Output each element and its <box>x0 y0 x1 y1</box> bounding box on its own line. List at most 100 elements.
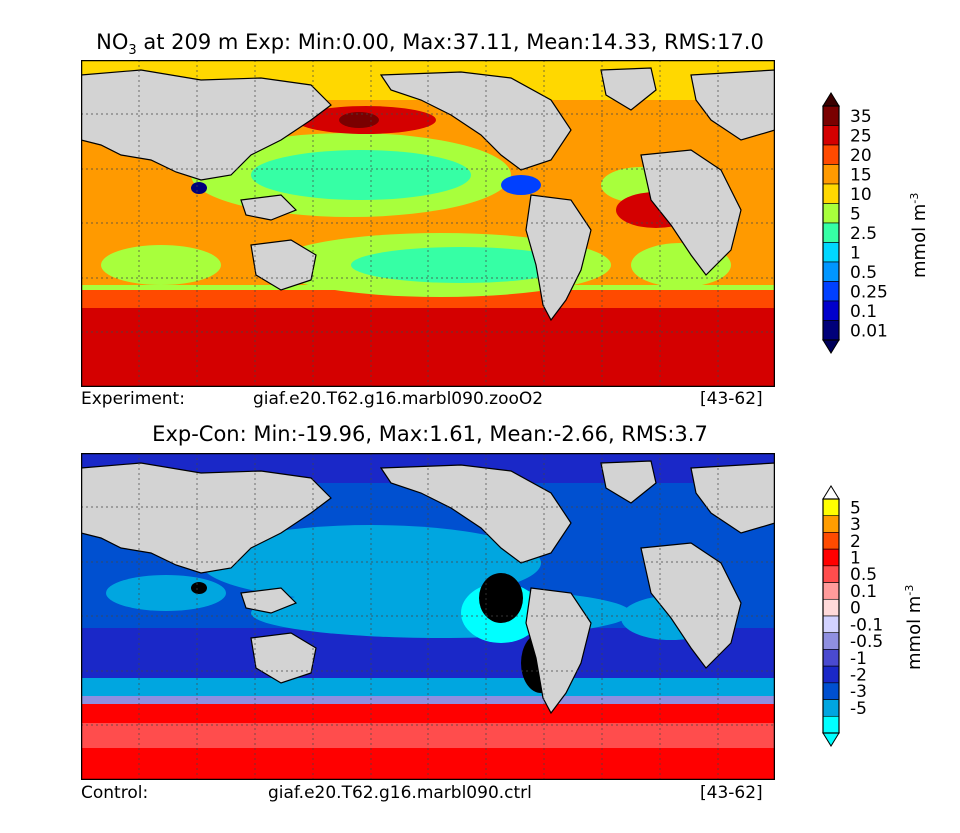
panel2-unit-base: mmol m <box>904 595 925 670</box>
panel1-caption-right: [43-62] <box>700 389 763 409</box>
panel1-land-namerica <box>379 71 572 171</box>
panel2-colorbar-tick-label-11: -3 <box>850 682 867 702</box>
panel2-colorbar-tick-label-0: 5 <box>850 498 861 518</box>
panel1-colorbar-label: mmol m-3 <box>908 193 930 278</box>
panel1-colorbar-cell-6 <box>822 222 840 243</box>
panel2-land-samerica <box>525 587 592 715</box>
panel2-colorbar-cell-8 <box>822 632 840 650</box>
panel1-colorbar-cell-0 <box>822 105 840 126</box>
panel1-band-front <box>81 290 775 308</box>
panel1-colorbar-cell-1 <box>822 125 840 146</box>
panel1-colorbar-cell-9 <box>822 281 840 302</box>
panel2-caption-right: [43-62] <box>700 783 763 803</box>
panel2-colorbar-extend-max <box>822 485 840 500</box>
panel1-land-eurasia <box>81 69 332 181</box>
panel1-caption-left: Experiment: <box>81 389 185 409</box>
panel2-colorbar-tick-label-8: -0.5 <box>850 632 883 652</box>
panel2-colorbar-cell-10 <box>822 665 840 684</box>
panel2-bay-min <box>191 582 207 594</box>
panel1-pac-low <box>501 175 541 195</box>
panel1-land-east <box>690 69 775 141</box>
panel2-colorbar-cell-9 <box>822 649 840 667</box>
panel1-io-gyre <box>101 245 221 285</box>
panel1-colorbar-cell-5 <box>822 203 840 224</box>
panel2-land-greenland <box>600 460 657 504</box>
panel2-title-rest: Exp-Con: Min:-19.96, Max:1.61, Mean:-2.6… <box>152 422 708 446</box>
panel1-colorbar-tick-label-1: 25 <box>850 126 872 146</box>
panel2-colorbar-extend-min <box>822 732 840 747</box>
panel1-colorbar-cell-11 <box>822 320 840 341</box>
panel1-colorbar-tick-label-4: 10 <box>850 185 872 205</box>
panel2-land-east <box>690 462 775 534</box>
panel2-colorbar-tick-label-6: 0 <box>850 599 861 619</box>
panel1-colorbar-tick-label-2: 20 <box>850 146 872 166</box>
panel1-colorbar-tick-label-3: 15 <box>850 165 872 185</box>
panel1-land-africa <box>640 149 742 276</box>
panel2-colorbar-outline <box>822 498 840 734</box>
panel1-land-greenland <box>600 67 657 111</box>
panel2-colorbar-tick-label-10: -2 <box>850 666 867 686</box>
panel2-colorbar-tick-label-2: 2 <box>850 532 861 552</box>
panel1-land-australia <box>250 239 317 291</box>
panel1-colorbar-tick-label-11: 0.01 <box>850 321 888 341</box>
panel2-colorbar-tick-label-12: -5 <box>850 699 867 719</box>
panel1-colorbar-cell-7 <box>822 242 840 263</box>
panel1-grid <box>81 60 775 387</box>
panel2-colorbar-cell-7 <box>822 615 840 634</box>
panel1-map-svg <box>81 60 775 387</box>
panel1-colorbar-tick-label-6: 2.5 <box>850 224 877 244</box>
panel1-land-samerica <box>525 194 592 322</box>
panel2-title: Exp-Con: Min:-19.96, Max:1.61, Mean:-2.6… <box>0 422 860 446</box>
panel2-colorbar-label: mmol m-3 <box>903 585 925 670</box>
panel2-etp-min <box>479 573 523 623</box>
panel1-colorbar-cell-4 <box>822 183 840 204</box>
panel2-colorbar-tick-label-1: 3 <box>850 515 861 535</box>
panel2-land-namerica <box>379 464 572 564</box>
panel1-colorbar-tick-label-9: 0.25 <box>850 282 888 302</box>
panel1-unit-sup: -3 <box>908 192 921 204</box>
panel2-land-africa <box>640 542 742 669</box>
panel1-colorbar-tick-label-5: 5 <box>850 204 861 224</box>
panel1-frame <box>81 60 775 387</box>
panel1-colorbar-tick-label-10: 0.1 <box>850 302 877 322</box>
panel1-colorbar-extend-min <box>822 339 840 354</box>
panel2-colorbar-cell-4 <box>822 565 840 583</box>
panel2-colorbar-tick-label-9: -1 <box>850 649 867 669</box>
panel1-npac-max <box>339 112 379 128</box>
panel2-caption-left: Control: <box>81 783 149 803</box>
panel2-colorbar-tick-label-5: 0.1 <box>850 582 877 602</box>
panel2-colorbar-cell-13 <box>822 715 840 734</box>
panel1-title: NO3 at 209 m Exp: Min:0.00, Max:37.11, M… <box>0 30 860 58</box>
panel1-colorbar-tick-label-0: 35 <box>850 107 872 127</box>
panel1-colorbar-extend-max <box>822 92 840 107</box>
panel2-unit-sup: -3 <box>903 584 916 596</box>
panel2-colorbar-tick-label-7: -0.1 <box>850 615 883 635</box>
panel2-grid <box>81 453 775 780</box>
panel1-bay-low <box>191 182 207 194</box>
panel1-land <box>81 67 775 322</box>
panel1-colorbar-tick-label-7: 1 <box>850 243 861 263</box>
panel1-map <box>81 60 775 387</box>
panel2-caption-center: giaf.e20.T62.g16.marbl090.ctrl <box>268 783 532 803</box>
panel2-colorbar-cell-11 <box>822 682 840 700</box>
panel1-npac-core <box>251 150 471 200</box>
panel2-frame <box>81 453 775 780</box>
panel2-land-australia <box>250 632 317 684</box>
panel2-colorbar-tick-label-3: 1 <box>850 549 861 569</box>
panel2-io <box>106 575 226 611</box>
panel2-colorbar-cell-0 <box>822 498 840 517</box>
panel2-colorbar-cell-5 <box>822 582 840 600</box>
panel1-colorbar-outline <box>822 105 840 341</box>
panel2-map <box>81 453 775 780</box>
panel1-colorbar-cell-10 <box>822 300 840 321</box>
panel2-colorbar-cell-1 <box>822 515 840 533</box>
panel2-colorbar-cell-3 <box>822 548 840 567</box>
panel2-land-eurasia <box>81 462 332 574</box>
panel2-colorbar-cell-2 <box>822 532 840 550</box>
panel1-title-prefix: NO <box>96 30 129 54</box>
panel1-spac-core <box>351 247 571 283</box>
panel1-colorbar-cell-2 <box>822 144 840 165</box>
panel2-land <box>81 460 775 715</box>
